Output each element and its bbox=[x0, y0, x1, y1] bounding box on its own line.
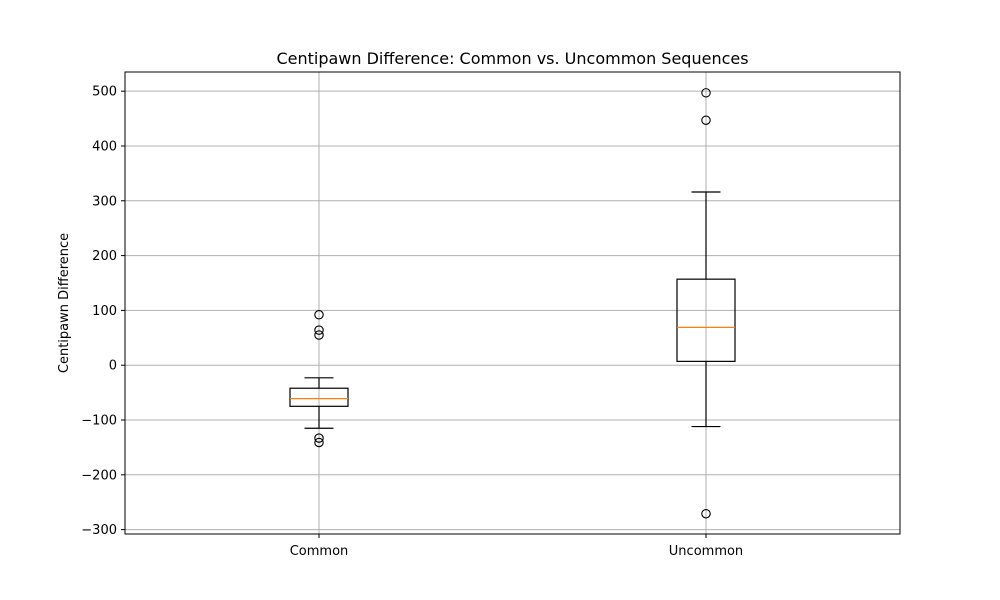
y-tick-label: 300 bbox=[92, 194, 117, 209]
y-axis-label: Centipawn Difference bbox=[57, 233, 72, 373]
grid-layer bbox=[125, 72, 900, 534]
x-tick-label: Uncommon bbox=[669, 544, 743, 559]
y-tick-label: −300 bbox=[81, 523, 117, 538]
y-tick-label: −200 bbox=[81, 468, 117, 483]
y-tick-label: −100 bbox=[81, 414, 117, 429]
outlier-point bbox=[701, 88, 711, 98]
y-tick-label: 200 bbox=[92, 249, 117, 264]
chart-title: Centipawn Difference: Common vs. Uncommo… bbox=[276, 49, 748, 68]
outlier-point bbox=[314, 437, 324, 448]
outlier-point bbox=[701, 115, 711, 125]
y-tick-label: 400 bbox=[92, 139, 117, 154]
x-tick-label: Common bbox=[290, 544, 349, 559]
y-tick-label: 0 bbox=[109, 359, 117, 374]
outlier-point bbox=[314, 433, 324, 443]
y-tick-label: 500 bbox=[92, 85, 117, 100]
tick-layer: −300 −200 −100 0 100 200 300 400 500 Common Uncomm… bbox=[81, 85, 743, 559]
y-tick-label: 100 bbox=[92, 304, 117, 319]
iqr-box bbox=[289, 387, 349, 407]
plot-frame bbox=[124, 71, 901, 535]
outlier-point bbox=[701, 508, 711, 519]
iqr-box bbox=[676, 278, 736, 362]
outlier-point bbox=[314, 330, 324, 340]
box-group bbox=[289, 310, 349, 448]
box-group bbox=[676, 88, 736, 519]
outlier-point bbox=[314, 310, 324, 320]
box-layer bbox=[289, 88, 736, 519]
outlier-point bbox=[314, 325, 324, 335]
